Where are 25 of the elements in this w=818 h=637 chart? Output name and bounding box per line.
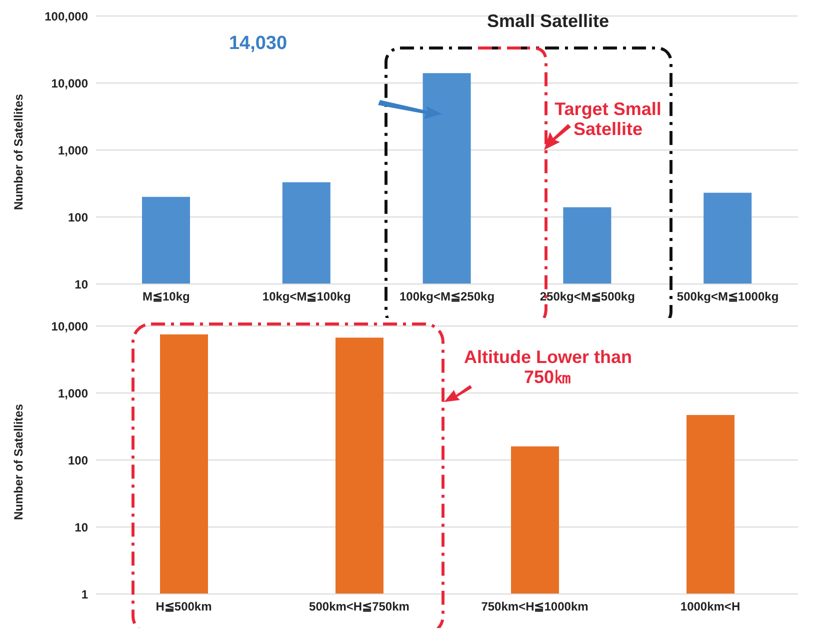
annotation: Target Small Satellite [554,99,662,140]
x-tick-label: M≦10kg [142,290,190,304]
y-tick-label: 100 [68,210,88,224]
x-tick-label: 1000km<H [680,600,740,614]
annotation: Small Satellite [486,11,610,32]
x-tick-label: 750km<H≦1000km [481,600,588,614]
y-tick-label: 1 [81,587,88,602]
y-axis-title: Number of Satellites [11,404,26,520]
x-tick-label: 10kg<M≦100kg [262,290,351,304]
annotation: Altitude Lower than 750㎞ [463,347,633,388]
y-tick-label: 100 [68,453,88,468]
y-tick-label: 1,000 [58,143,88,158]
x-tick-label: 250kg<M≦500kg [540,290,635,304]
x-tick-label: 100kg<M≦250kg [399,290,495,304]
y-tick-label: 10,000 [51,319,88,334]
x-tick-label: 500kg<M≦1000kg [676,290,779,304]
y-axis-title: Number of Satellites [11,94,26,210]
x-tick-label: 500km<H≦750km [309,600,410,614]
y-tick-label: 10 [74,520,88,534]
y-tick-label: 10,000 [51,76,88,90]
x-tick-label: H≦500km [156,600,212,614]
y-tick-label: 10 [74,277,88,292]
y-tick-label: 1,000 [58,386,88,400]
annotation: 14,030 [228,33,288,55]
y-tick-label: 100,000 [44,9,88,24]
